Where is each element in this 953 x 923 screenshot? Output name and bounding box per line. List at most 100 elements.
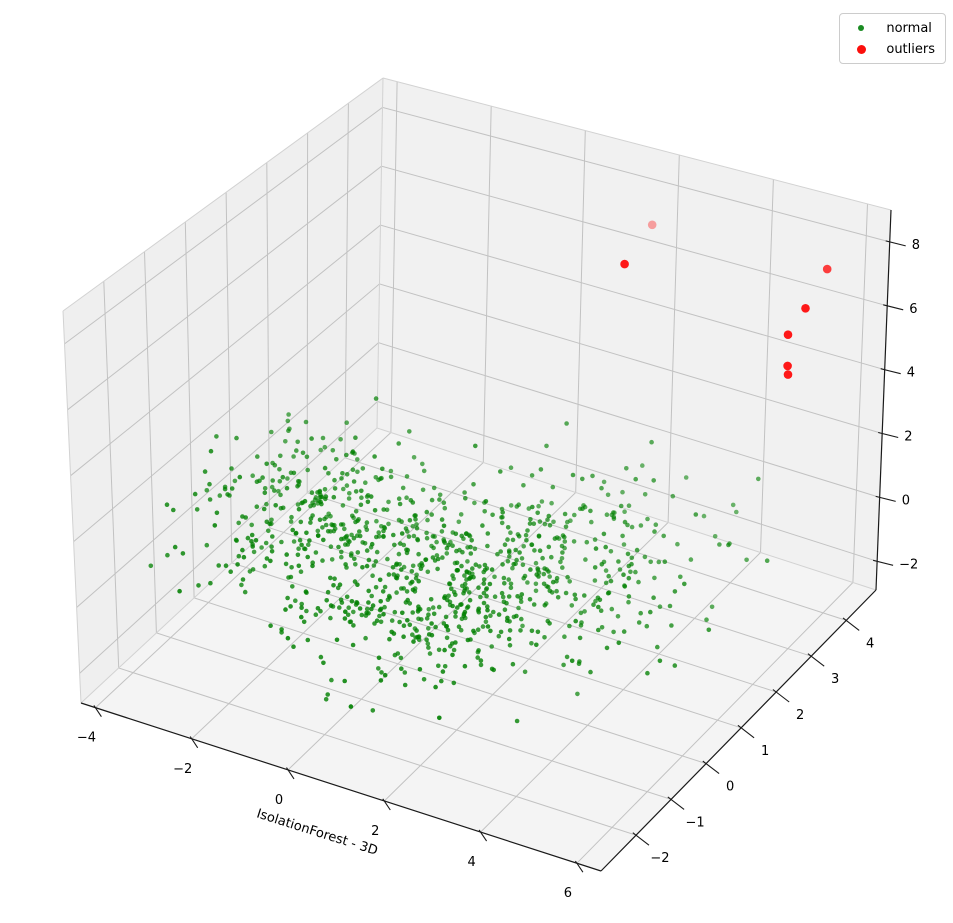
z-tick-label: 6 (909, 302, 917, 317)
normal-point (616, 640, 622, 646)
normal-point (528, 567, 533, 572)
normal-point (411, 533, 417, 539)
normal-point (284, 552, 290, 557)
normal-point (475, 655, 481, 660)
normal-point (510, 661, 516, 667)
normal-point (533, 588, 539, 594)
z-tick-mark (878, 431, 899, 439)
normal-point (377, 577, 383, 583)
normal-point (701, 513, 707, 519)
normal-point (693, 512, 699, 517)
normal-point (482, 509, 488, 514)
normal-point (507, 643, 513, 648)
z-tick-label: 2 (904, 430, 912, 445)
normal-point (678, 574, 683, 580)
legend-marker-cell (846, 44, 876, 54)
pane-edge (376, 427, 877, 591)
normal-point (431, 545, 436, 551)
normal-point (342, 526, 347, 532)
normal-point (669, 623, 674, 628)
normal-point (407, 622, 413, 628)
normal-point (549, 500, 554, 506)
normal-point (522, 573, 528, 579)
z-tick-mark (880, 368, 901, 375)
normal-point (309, 490, 315, 495)
normal-point (337, 582, 343, 587)
normal-point (366, 557, 372, 563)
normal-point (461, 536, 466, 541)
normal-point (366, 588, 372, 594)
normal-point (675, 541, 680, 547)
y-tick-label: −2 (650, 851, 669, 866)
normal-point (492, 594, 498, 599)
normal-point (476, 609, 482, 615)
normal-point (411, 455, 417, 460)
normal-point (336, 544, 341, 550)
normal-point (261, 506, 267, 512)
normal-point (369, 606, 374, 612)
normal-point (394, 562, 399, 568)
normal-point (489, 644, 495, 649)
normal-point (413, 517, 418, 522)
normal-point (508, 503, 514, 508)
normal-point (523, 532, 529, 538)
normal-point (290, 527, 296, 533)
normal-point (531, 602, 537, 607)
normal-point (404, 589, 410, 594)
normal-point (453, 592, 458, 598)
normal-point (609, 606, 615, 612)
normal-point (266, 528, 271, 534)
normal-point (374, 518, 379, 524)
normal-point (431, 485, 437, 491)
normal-point (299, 542, 304, 548)
normal-point (436, 663, 441, 669)
normal-point (402, 670, 408, 675)
normal-point (547, 588, 553, 594)
normal-point (398, 541, 403, 546)
normal-point (450, 573, 455, 578)
normal-point (236, 553, 242, 559)
normal-point (358, 502, 364, 508)
normal-point (388, 474, 394, 480)
normal-point (382, 672, 388, 678)
normal-point (343, 562, 348, 567)
normal-point (400, 485, 406, 491)
normal-point (478, 594, 483, 600)
normal-point (465, 559, 470, 564)
normal-point (485, 543, 490, 549)
normal-point (683, 475, 689, 480)
normal-point (609, 512, 615, 518)
normal-point (353, 489, 359, 494)
normal-point (424, 616, 430, 621)
normal-point (312, 497, 318, 503)
normal-point (322, 465, 328, 471)
normal-point (500, 594, 506, 600)
normal-point (476, 606, 482, 612)
normal-point (530, 504, 535, 510)
normal-point (376, 530, 382, 535)
normal-point (214, 510, 220, 516)
normal-point (250, 544, 255, 549)
normal-point (346, 605, 352, 610)
normal-point (408, 498, 414, 503)
normal-point (517, 550, 522, 555)
normal-point (653, 522, 659, 527)
normal-point (357, 529, 362, 534)
normal-point (449, 641, 455, 646)
outlier-point (783, 361, 792, 371)
normal-point (468, 551, 474, 556)
normal-point (410, 632, 415, 637)
normal-point (538, 467, 544, 472)
normal-point (318, 608, 323, 614)
normal-point (279, 539, 284, 545)
normal-point (385, 556, 390, 562)
normal-point (262, 563, 268, 569)
pane-edge (62, 310, 82, 704)
normal-point (414, 525, 420, 531)
normal-point (402, 682, 408, 688)
normal-point (355, 582, 360, 587)
normal-point (458, 512, 464, 517)
normal-point (526, 506, 532, 511)
normal-point (529, 473, 535, 478)
normal-point (278, 492, 283, 498)
